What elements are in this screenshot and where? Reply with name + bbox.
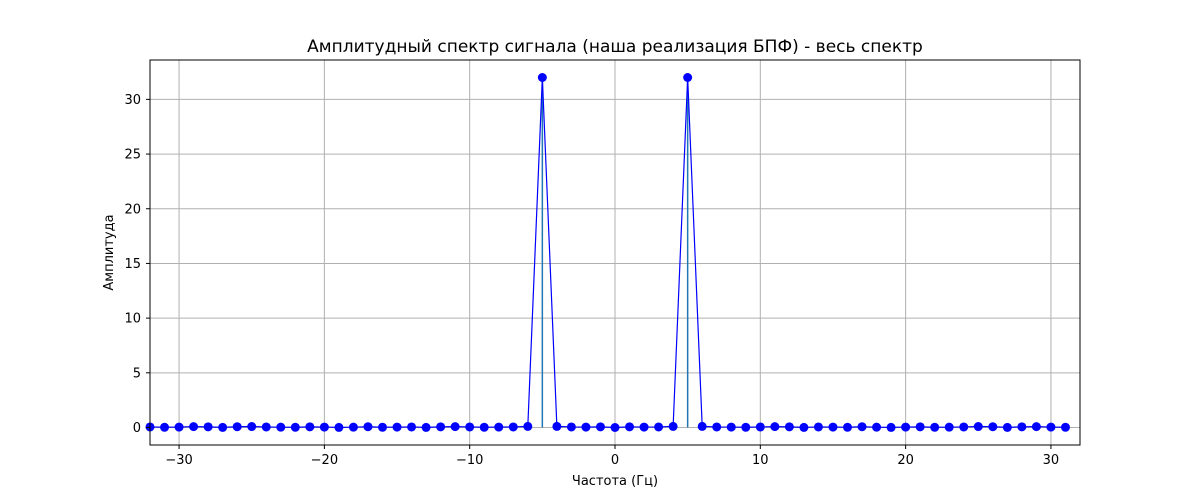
x-tick-label: −10 xyxy=(456,453,483,468)
data-point xyxy=(261,422,271,432)
data-point xyxy=(189,422,199,432)
series-line xyxy=(149,77,1066,429)
data-point xyxy=(625,422,635,432)
data-point xyxy=(523,421,533,431)
data-point xyxy=(508,422,518,432)
data-point xyxy=(610,423,620,432)
data-point xyxy=(1046,422,1056,432)
data-point xyxy=(465,422,475,432)
y-tick-label: 0 xyxy=(133,421,141,436)
chart-title: Амплитудный спектр сигнала (наша реализа… xyxy=(307,37,923,57)
data-point xyxy=(901,422,911,432)
x-axis-label: Частота (Гц) xyxy=(572,474,658,489)
data-point xyxy=(595,422,605,432)
data-point xyxy=(886,422,896,432)
data-point xyxy=(319,422,329,432)
data-point xyxy=(174,422,184,432)
data-point xyxy=(915,422,925,432)
data-point xyxy=(450,422,460,432)
data-point xyxy=(232,422,242,432)
stems xyxy=(541,77,689,428)
data-point xyxy=(668,421,678,431)
x-tick-label: 10 xyxy=(752,453,769,468)
x-axis-ticks: −30 −20 −10 0 10 20 30 xyxy=(165,445,1059,468)
data-point xyxy=(581,422,591,432)
data-point xyxy=(552,421,562,431)
y-tick-label: 25 xyxy=(124,148,141,163)
data-points xyxy=(145,73,1070,432)
data-point xyxy=(697,421,707,431)
x-tick-label: 20 xyxy=(897,453,914,468)
data-point xyxy=(959,422,969,432)
x-tick-label: −20 xyxy=(311,453,338,468)
data-point xyxy=(741,422,751,432)
data-point xyxy=(639,422,649,432)
data-point xyxy=(305,422,315,432)
data-point xyxy=(566,422,576,432)
data-point xyxy=(1002,422,1012,432)
series-line-group xyxy=(149,77,1066,429)
grid xyxy=(150,60,1080,445)
data-point xyxy=(1017,422,1027,432)
data-point xyxy=(930,422,940,432)
data-point xyxy=(857,422,867,432)
data-point xyxy=(843,422,852,432)
data-point xyxy=(407,422,417,432)
data-point xyxy=(348,422,358,432)
x-tick-label: −30 xyxy=(165,453,192,468)
data-point xyxy=(828,422,838,432)
data-point xyxy=(378,422,387,432)
data-point xyxy=(1060,422,1070,432)
data-point xyxy=(290,422,300,432)
data-point xyxy=(988,422,998,432)
data-point xyxy=(392,422,402,432)
data-point xyxy=(436,422,446,432)
data-point xyxy=(784,422,794,432)
data-point xyxy=(334,422,344,432)
data-point xyxy=(160,422,170,432)
data-point xyxy=(247,422,257,432)
data-point xyxy=(218,422,228,432)
data-point xyxy=(479,422,489,432)
data-point xyxy=(872,422,882,432)
y-tick-label: 10 xyxy=(124,312,141,327)
data-point xyxy=(537,73,547,82)
data-point xyxy=(421,422,431,432)
data-point xyxy=(654,422,664,432)
data-point xyxy=(755,422,765,432)
x-tick-label: 0 xyxy=(611,453,619,468)
y-tick-label: 20 xyxy=(124,202,141,217)
data-point xyxy=(770,422,780,432)
data-point xyxy=(712,422,722,432)
y-axis-label: Амплитуда xyxy=(102,214,117,290)
data-point xyxy=(726,422,736,432)
y-tick-label: 5 xyxy=(133,366,141,381)
data-point xyxy=(203,422,213,432)
data-point xyxy=(799,422,809,432)
y-tick-label: 15 xyxy=(124,257,141,272)
data-point xyxy=(494,422,504,432)
data-point xyxy=(276,422,286,432)
data-point xyxy=(813,422,823,432)
data-point xyxy=(363,422,373,432)
y-tick-label: 30 xyxy=(124,93,141,108)
x-tick-label: 30 xyxy=(1043,453,1060,468)
y-axis-ticks: 0 5 10 15 20 25 30 xyxy=(124,93,150,436)
data-point xyxy=(683,73,693,82)
data-point xyxy=(1031,422,1041,432)
data-point xyxy=(973,422,983,432)
data-point xyxy=(944,422,954,432)
